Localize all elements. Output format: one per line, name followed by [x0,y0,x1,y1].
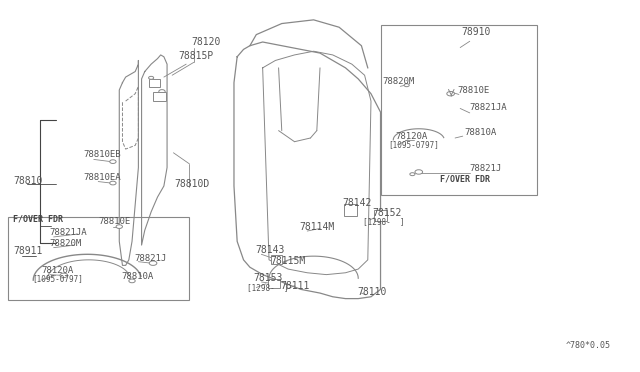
Circle shape [447,92,454,96]
Text: 78810E: 78810E [457,86,489,95]
Circle shape [109,160,116,163]
Text: 78821J: 78821J [470,164,502,173]
Text: 78120A: 78120A [395,132,428,141]
Text: [1095-0797]: [1095-0797] [32,274,83,283]
Text: 78120: 78120 [191,37,221,47]
Bar [344,205,357,215]
Circle shape [404,84,409,87]
Text: 78821JA: 78821JA [49,228,87,237]
Text: 78114M: 78114M [300,222,335,231]
Circle shape [60,273,68,278]
Text: 78815P: 78815P [179,51,214,61]
Circle shape [116,225,122,228]
Text: 78820M: 78820M [383,77,415,86]
Circle shape [109,181,116,185]
Text: F/OVER FDR: F/OVER FDR [13,215,63,224]
Text: 78810: 78810 [13,176,42,186]
Text: [1095-0797]: [1095-0797] [388,141,439,150]
Circle shape [410,173,415,176]
Bar [153,92,166,101]
Text: 78911: 78911 [13,246,42,256]
Text: 78111: 78111 [280,280,310,291]
Text: 78821J: 78821J [134,254,166,263]
Text: 78820M: 78820M [49,239,81,248]
Text: 78110: 78110 [357,287,387,297]
Text: 78120A: 78120A [41,266,73,275]
Circle shape [415,170,422,174]
Text: 78810A: 78810A [464,128,496,137]
Text: 78810E: 78810E [99,217,131,226]
Text: 78821JA: 78821JA [470,103,508,112]
Text: 78810A: 78810A [121,272,154,281]
Text: [1298-  ]: [1298- ] [363,217,404,227]
Circle shape [159,90,165,93]
Text: 78910: 78910 [461,28,491,37]
Text: 78142: 78142 [342,198,372,208]
Bar [148,78,160,87]
Bar [271,255,282,264]
Text: 78810D: 78810D [175,179,210,189]
Text: [1298-  ]: [1298- ] [246,283,289,292]
Circle shape [148,76,154,79]
Text: 78153: 78153 [253,273,283,283]
Bar [268,279,280,288]
Bar [8,217,189,301]
Text: 78810EB: 78810EB [83,150,120,159]
Circle shape [149,261,157,265]
Text: 78143: 78143 [255,245,284,255]
Text: 78115M: 78115M [270,256,305,266]
Text: 78152: 78152 [372,208,402,218]
Circle shape [129,279,135,283]
Text: ^780*0.05: ^780*0.05 [565,341,611,350]
Text: 78810EA: 78810EA [83,173,120,182]
Bar [374,210,387,221]
Bar [381,25,537,195]
Text: F/OVER FDR: F/OVER FDR [440,174,490,183]
